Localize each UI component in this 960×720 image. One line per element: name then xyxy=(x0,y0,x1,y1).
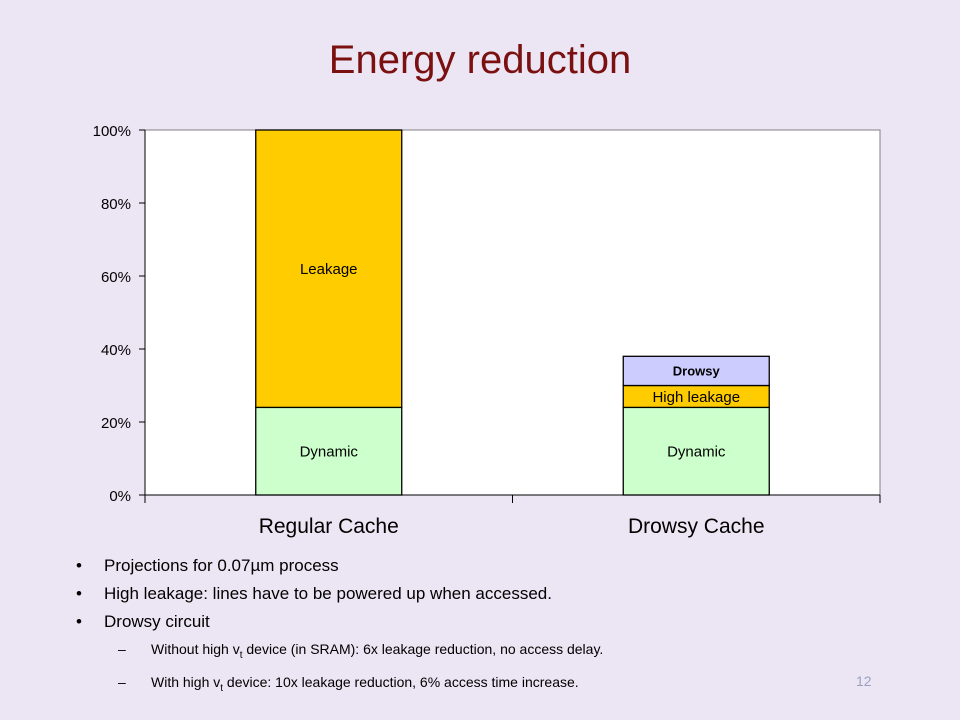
sub-bullet-text: device (in SRAM): 6x leakage reduction, … xyxy=(242,641,604,657)
y-tick-label: 0% xyxy=(109,488,131,505)
bullet-item: • Projections for 0.07µm process xyxy=(76,552,896,580)
subscript-text: t xyxy=(220,682,224,694)
bar-label-leakage: Leakage xyxy=(300,261,358,278)
sub-bullet-item: – With high vt device: 10x leakage reduct… xyxy=(76,669,896,702)
page-title: Energy reduction xyxy=(328,38,632,82)
y-tick-label: 20% xyxy=(101,415,131,432)
y-tick-label: 100% xyxy=(93,123,131,140)
dash-icon: – xyxy=(118,641,126,657)
bullet-text: Projections for 0.07µm process xyxy=(104,556,339,575)
bullet-dot-icon: • xyxy=(76,584,82,603)
y-tick-label: 60% xyxy=(101,269,131,286)
bar-segment-leakage xyxy=(255,129,403,409)
bullet-dot-icon: • xyxy=(76,556,82,575)
bar-label-dynamic: Dynamic xyxy=(667,444,726,461)
bar-label-dynamic: Dynamic xyxy=(300,444,359,461)
bar-segment-dynamic xyxy=(622,406,770,496)
sub-bullet-text: With high v xyxy=(151,673,221,690)
bar-label-drowsy: Drowsy xyxy=(673,364,721,379)
bar-segment-dynamic xyxy=(255,406,403,496)
bullet-text: High leakage: lines have to be powered u… xyxy=(104,584,552,603)
bullet-item: • High leakage: lines have to be powered … xyxy=(76,580,896,608)
bullet-text: Drowsy circuit xyxy=(104,612,210,631)
sub-bullet-item: – Without high vt device (in SRAM): 6x le… xyxy=(76,636,896,669)
x-category-label: Drowsy Cache xyxy=(628,515,765,538)
bullet-dot-icon: • xyxy=(76,612,82,631)
x-category-label: Regular Cache xyxy=(259,515,399,538)
y-tick-label: 80% xyxy=(101,196,131,213)
bar-label-high-leakage: High leakage xyxy=(652,389,740,406)
bar-segment-drowsy xyxy=(622,355,770,387)
bullet-list: • Projections for 0.07µm process • High lea… xyxy=(76,552,896,702)
stacked-bar-chart: 0% 20% 40% 60% 80% 100% Dynamic Leakage Regular … xyxy=(93,123,881,538)
subscript-text: t xyxy=(239,649,243,661)
sub-bullet-text: Without high v xyxy=(151,641,240,657)
sub-bullet-text: device: 10x leakage reduction, 6% access… xyxy=(223,673,579,690)
page-number: 12 xyxy=(856,673,872,689)
dash-icon: – xyxy=(118,673,126,690)
bullet-item: • Drowsy circuit xyxy=(76,608,896,636)
y-tick-label: 40% xyxy=(101,342,131,359)
